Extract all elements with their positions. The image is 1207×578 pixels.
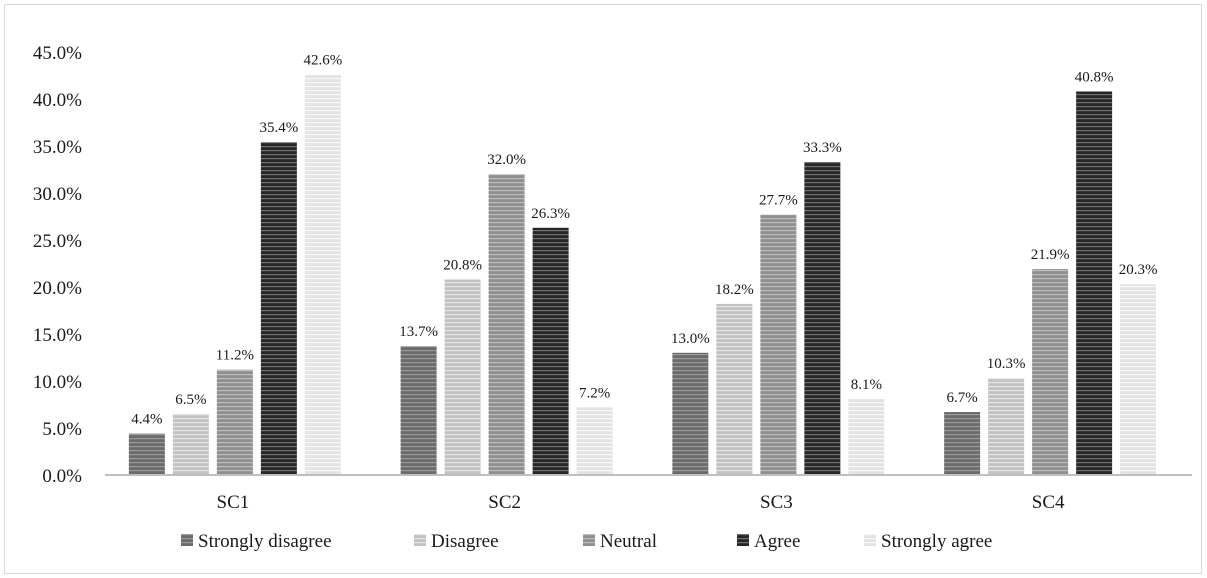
y-tick-label: 10.0% bbox=[33, 372, 82, 393]
legend-swatch bbox=[583, 534, 595, 546]
chart-frame bbox=[4, 4, 1202, 574]
y-tick-label: 15.0% bbox=[33, 325, 82, 346]
legend-label: Strongly disagree bbox=[198, 531, 332, 552]
bar-sc1-strongly-disagree bbox=[128, 433, 165, 475]
data-label: 10.3% bbox=[987, 356, 1026, 372]
bar-sc3-disagree bbox=[716, 303, 753, 475]
legend-label: Agree bbox=[754, 531, 800, 552]
legend-swatch bbox=[737, 534, 749, 546]
bar-sc3-strongly-disagree bbox=[672, 352, 709, 475]
data-label: 18.2% bbox=[715, 282, 754, 298]
bar-sc3-agree bbox=[804, 161, 841, 476]
bar-sc1-neutral bbox=[216, 369, 253, 475]
data-label: 13.0% bbox=[671, 331, 710, 347]
bar-sc4-disagree bbox=[988, 378, 1025, 475]
bar-sc2-agree bbox=[532, 227, 569, 475]
bar-sc2-strongly-disagree bbox=[400, 346, 437, 475]
bar-sc4-agree bbox=[1076, 91, 1113, 475]
y-tick-label: 5.0% bbox=[42, 419, 82, 440]
bar-sc1-agree bbox=[260, 142, 297, 476]
legend-swatch bbox=[414, 534, 426, 546]
x-tick-label: SC1 bbox=[217, 492, 250, 513]
bar-sc2-strongly-agree bbox=[576, 407, 613, 475]
data-label: 32.0% bbox=[487, 152, 526, 168]
data-label: 26.3% bbox=[531, 206, 570, 222]
legend-label: Neutral bbox=[600, 531, 657, 552]
data-label: 40.8% bbox=[1075, 69, 1114, 85]
x-tick-label: SC2 bbox=[488, 492, 521, 513]
bar-sc2-neutral bbox=[488, 174, 525, 475]
bars: 4.4% 13.7% 13.0% 6.7% 6.5% 20.8% 18.2% 10.3% 11.… bbox=[128, 53, 1158, 476]
y-axis: 0.0% 5.0% 10.0% 15.0% 20.0% 25.0% 30.0% 35.0% 40… bbox=[33, 43, 82, 487]
bar-sc3-neutral bbox=[760, 214, 797, 475]
data-label: 20.8% bbox=[443, 257, 482, 273]
y-tick-label: 35.0% bbox=[33, 137, 82, 158]
y-tick-label: 45.0% bbox=[33, 43, 82, 64]
y-tick-label: 30.0% bbox=[33, 184, 82, 205]
x-tick-label: SC3 bbox=[760, 492, 793, 513]
data-label: 11.2% bbox=[216, 348, 254, 364]
bar-sc2-disagree bbox=[444, 279, 481, 475]
y-tick-label: 40.0% bbox=[33, 90, 82, 111]
bar-sc3-strongly-agree bbox=[848, 398, 885, 475]
data-label: 4.4% bbox=[131, 412, 162, 428]
x-axis: SC1 SC2 SC3 SC4 bbox=[105, 474, 1192, 513]
bar-sc4-strongly-disagree bbox=[944, 412, 981, 475]
data-label: 35.4% bbox=[260, 120, 299, 136]
data-label: 7.2% bbox=[579, 385, 610, 401]
data-label: 42.6% bbox=[304, 53, 343, 69]
bar-sc1-disagree bbox=[172, 413, 209, 475]
legend-label: Strongly agree bbox=[881, 531, 992, 552]
data-label: 33.3% bbox=[803, 140, 842, 156]
data-label: 6.7% bbox=[947, 390, 978, 406]
x-tick-label: SC4 bbox=[1032, 492, 1065, 513]
y-tick-label: 25.0% bbox=[33, 231, 82, 252]
data-label: 21.9% bbox=[1031, 247, 1070, 263]
data-label: 6.5% bbox=[175, 392, 206, 408]
y-tick-label: 20.0% bbox=[33, 278, 82, 299]
y-tick-label: 0.0% bbox=[42, 466, 82, 487]
bar-sc4-strongly-agree bbox=[1120, 284, 1157, 475]
data-label: 13.7% bbox=[399, 324, 438, 340]
data-label: 27.7% bbox=[759, 193, 798, 209]
legend: Strongly disagree Disagree Neutral Agree Str… bbox=[181, 531, 992, 552]
data-label: 20.3% bbox=[1119, 262, 1158, 278]
bar-sc4-neutral bbox=[1032, 269, 1069, 475]
bar-sc1-strongly-agree bbox=[304, 74, 341, 475]
legend-swatch bbox=[864, 534, 876, 546]
legend-label: Disagree bbox=[431, 531, 499, 552]
legend-swatch bbox=[181, 534, 193, 546]
data-label: 8.1% bbox=[851, 377, 882, 393]
